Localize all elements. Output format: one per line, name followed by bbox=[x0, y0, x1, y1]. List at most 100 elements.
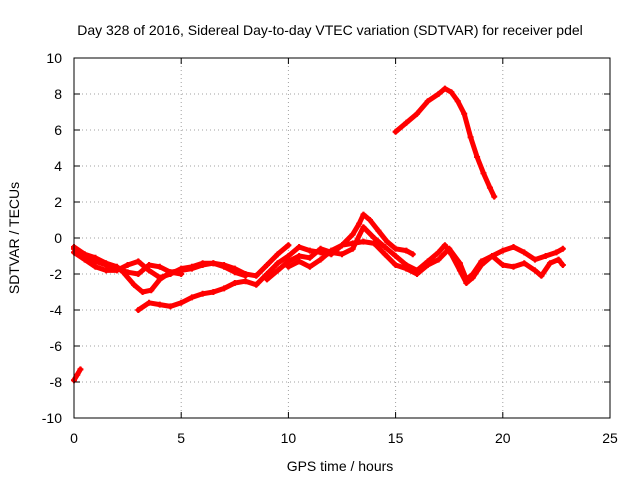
data-point bbox=[366, 217, 373, 223]
y-tick-label: 6 bbox=[54, 122, 62, 138]
data-point bbox=[489, 253, 496, 259]
data-point bbox=[474, 154, 481, 160]
y-tick-label: -6 bbox=[50, 338, 63, 354]
data-point bbox=[285, 263, 292, 270]
data-point bbox=[124, 269, 131, 276]
data-point bbox=[77, 366, 84, 373]
data-point bbox=[263, 262, 270, 268]
data-point bbox=[463, 276, 470, 283]
data-point bbox=[156, 301, 163, 308]
data-point bbox=[188, 263, 195, 270]
data-point bbox=[231, 280, 238, 286]
data-point bbox=[521, 249, 528, 256]
data-point bbox=[167, 303, 174, 310]
data-point bbox=[371, 235, 378, 241]
data-point bbox=[381, 251, 388, 258]
chart-title: Day 328 of 2016, Sidereal Day-to-day VTE… bbox=[77, 22, 583, 38]
data-point bbox=[135, 271, 142, 277]
data-point bbox=[349, 245, 356, 252]
data-point bbox=[521, 260, 528, 267]
data-point bbox=[242, 272, 249, 279]
data-point bbox=[146, 299, 153, 306]
x-tick-labels: 0 5 10 15 20 25 bbox=[70, 430, 618, 446]
data-point bbox=[546, 260, 553, 267]
data-point bbox=[296, 244, 303, 250]
data-point bbox=[392, 253, 399, 259]
data-point bbox=[349, 231, 356, 238]
y-tick-label: 4 bbox=[54, 158, 62, 174]
x-tick-label: 15 bbox=[388, 430, 404, 446]
data-point bbox=[381, 244, 388, 250]
data-point bbox=[210, 289, 217, 295]
data-point bbox=[349, 240, 356, 247]
data-point bbox=[328, 247, 335, 254]
y-tick-label: -2 bbox=[50, 266, 63, 282]
y-tick-label: -10 bbox=[42, 410, 62, 426]
data-point bbox=[178, 271, 185, 277]
data-point bbox=[409, 251, 416, 258]
data-point bbox=[559, 245, 566, 252]
data-point bbox=[92, 263, 99, 270]
data-point bbox=[221, 285, 228, 292]
x-axis-label: GPS time / hours bbox=[287, 458, 394, 474]
y-tick-label: 0 bbox=[54, 230, 62, 246]
y-tick-label: 10 bbox=[46, 50, 62, 66]
y-tick-label: 2 bbox=[54, 194, 62, 210]
data-point bbox=[499, 262, 506, 268]
data-point bbox=[339, 251, 345, 258]
data-point bbox=[306, 263, 313, 270]
data-point bbox=[469, 271, 476, 277]
x-tick-label: 25 bbox=[602, 430, 618, 446]
data-point bbox=[188, 294, 195, 301]
data-point bbox=[253, 272, 260, 279]
data-point bbox=[178, 299, 185, 306]
data-point bbox=[375, 227, 382, 234]
data-point bbox=[274, 267, 281, 274]
data-point bbox=[360, 211, 367, 218]
data-point bbox=[285, 253, 292, 259]
data-point bbox=[135, 307, 142, 313]
data-point bbox=[414, 110, 421, 117]
data-point bbox=[306, 254, 313, 261]
data-point bbox=[491, 193, 498, 200]
data-point bbox=[146, 262, 153, 268]
y-tick-label: 8 bbox=[54, 86, 62, 102]
series-pass-e bbox=[135, 211, 416, 313]
data-point bbox=[263, 271, 270, 277]
y-tick-label: -8 bbox=[50, 374, 63, 390]
data-point bbox=[403, 265, 410, 272]
data-point bbox=[317, 245, 324, 252]
data-point bbox=[296, 258, 303, 265]
data-point bbox=[510, 263, 517, 270]
series-line bbox=[393, 86, 497, 200]
data-point bbox=[538, 272, 545, 279]
data-point bbox=[441, 242, 448, 249]
data-point bbox=[392, 245, 399, 252]
data-point bbox=[74, 371, 81, 378]
data-point bbox=[113, 265, 120, 272]
data-point bbox=[156, 263, 163, 270]
data-point bbox=[371, 240, 378, 247]
data-point bbox=[103, 267, 110, 274]
grid-lines bbox=[74, 58, 610, 418]
data-point bbox=[403, 119, 410, 126]
data-point bbox=[454, 98, 461, 105]
data-point bbox=[384, 238, 391, 245]
data-point bbox=[424, 98, 431, 105]
data-point bbox=[146, 267, 153, 274]
x-tick-label: 10 bbox=[281, 430, 297, 446]
data-point bbox=[486, 184, 493, 191]
data-point bbox=[414, 271, 421, 277]
data-point bbox=[553, 249, 560, 256]
data-point bbox=[81, 253, 88, 259]
y-tick-labels: -10 -8 -6 -4 -2 0 2 4 6 8 10 bbox=[42, 50, 62, 426]
data-point bbox=[199, 290, 206, 297]
y-tick-label: -4 bbox=[50, 302, 63, 318]
data-point bbox=[403, 247, 410, 254]
data-point bbox=[392, 262, 399, 268]
data-point bbox=[531, 256, 538, 263]
data-point bbox=[456, 260, 463, 267]
data-point bbox=[306, 247, 313, 254]
data-point bbox=[124, 262, 131, 268]
data-point bbox=[339, 242, 345, 249]
